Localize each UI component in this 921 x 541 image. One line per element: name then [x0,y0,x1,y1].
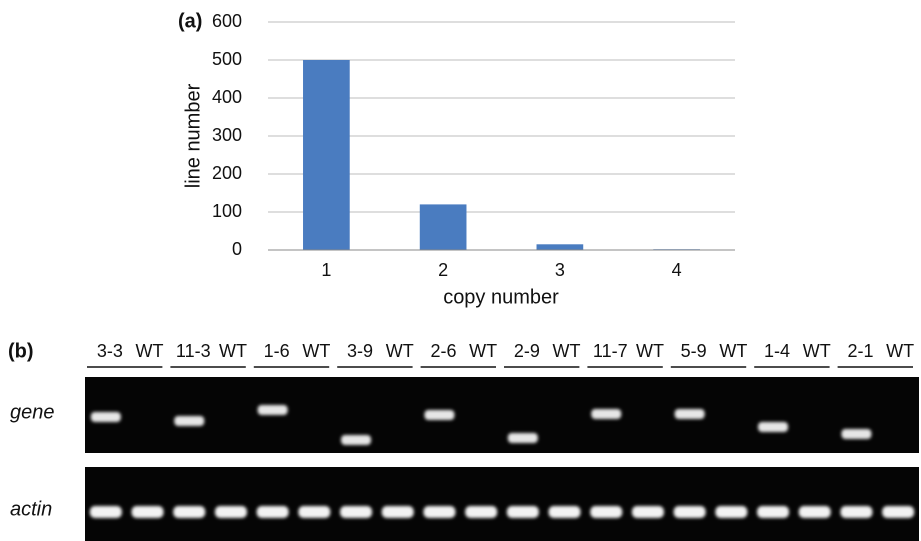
row-label: actin [10,498,52,520]
row-label: gene [10,401,55,423]
actin-band [298,506,330,518]
y-tick-label: 0 [232,239,242,259]
actin-band [507,506,539,518]
gene-band [841,429,871,439]
lane-label: WT [219,341,247,361]
lane-label: WT [803,341,831,361]
actin-band [840,506,872,518]
actin-band [423,506,455,518]
x-tick-label: 2 [438,260,448,280]
gene-band [758,422,788,432]
lane-label: 3-3 [97,341,123,361]
gel-image [85,467,919,541]
lane-label: 3-9 [347,341,373,361]
lane-label: 11-7 [593,341,628,361]
y-tick-label: 300 [212,125,242,145]
lane-label: WT [719,341,747,361]
lane-label: 2-1 [847,341,873,361]
lane-label: 2-9 [514,341,540,361]
lane-label: WT [386,341,414,361]
actin-band [173,506,205,518]
actin-band [799,506,831,518]
lane-label: 1-6 [264,341,290,361]
actin-band [757,506,789,518]
actin-band [590,506,622,518]
x-tick-label: 4 [672,260,682,280]
actin-band [257,506,289,518]
lane-label: WT [302,341,330,361]
lane-label: WT [469,341,497,361]
gene-band [174,416,204,426]
lane-label: 2-6 [430,341,456,361]
gel-image [85,377,919,453]
y-tick-label: 500 [212,49,242,69]
actin-band [132,506,164,518]
y-tick-label: 100 [212,201,242,221]
y-tick-label: 600 [212,11,242,31]
lane-label: WT [886,341,914,361]
panel-label: (a) [178,10,202,32]
bar [303,60,350,250]
gene-band [258,405,288,415]
actin-band [215,506,247,518]
actin-band [632,506,664,518]
y-axis-label: line number [182,83,204,188]
lane-label: WT [136,341,164,361]
actin-band [674,506,706,518]
lane-label: 5-9 [681,341,707,361]
y-tick-label: 400 [212,87,242,107]
actin-band [715,506,747,518]
lane-label: WT [636,341,664,361]
lane-label: 11-3 [176,341,211,361]
lane-label: 1-4 [764,341,790,361]
x-tick-label: 3 [555,260,565,280]
gene-band [341,435,371,445]
gene-band [591,409,621,419]
x-axis-label: copy number [443,286,559,308]
actin-band [549,506,581,518]
actin-band [882,506,914,518]
bar [420,204,467,250]
gene-band [675,409,705,419]
lane-label: WT [553,341,581,361]
figure: (a) line number copy number (b) gene act… [0,0,921,541]
gene-band [508,433,538,443]
gene-band [91,412,121,422]
gene-band [424,410,454,420]
y-tick-label: 200 [212,163,242,183]
actin-band [340,506,372,518]
x-tick-label: 1 [321,260,331,280]
actin-band [465,506,497,518]
actin-band [90,506,122,518]
bar [537,244,584,250]
actin-band [382,506,414,518]
panel-label: (b) [8,340,34,362]
